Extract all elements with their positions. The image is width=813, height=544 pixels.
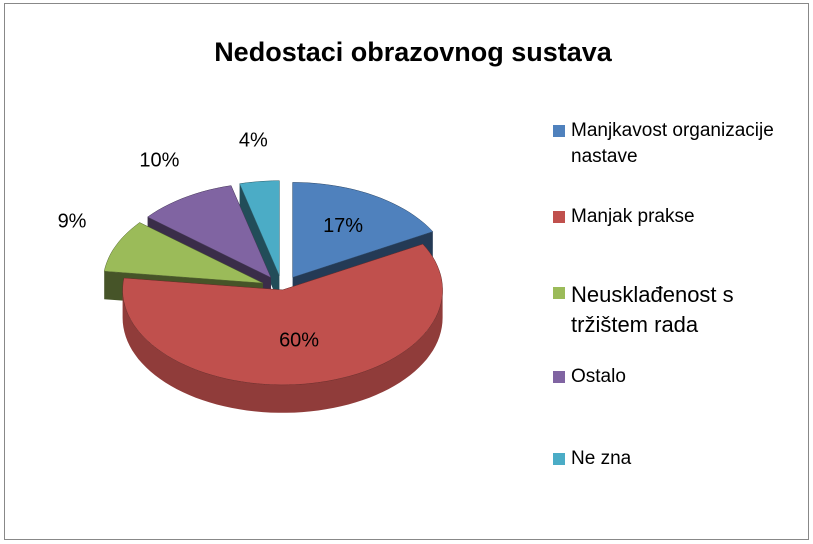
legend-item: Manjkavost organizacije nastave <box>553 118 799 170</box>
legend-label: Manjkavost organizacije nastave <box>571 120 774 167</box>
slice-side <box>122 289 443 413</box>
legend-label: Neusklađenost s tržištem rada <box>571 282 734 337</box>
legend-item: Manjak prakse <box>553 204 695 230</box>
legend-swatch <box>553 453 565 465</box>
slice <box>147 185 272 279</box>
data-label: 60% <box>279 329 319 351</box>
legend-swatch <box>553 287 565 299</box>
data-label: 10% <box>139 150 179 172</box>
data-label: 4% <box>239 130 268 152</box>
data-label: 17% <box>323 215 363 237</box>
legend-label: Manjak prakse <box>571 206 695 227</box>
legend-swatch <box>553 371 565 383</box>
legend-swatch <box>553 211 565 223</box>
legend-item: Neusklađenost s tržištem rada <box>553 280 799 340</box>
slice-group <box>122 243 443 413</box>
legend-swatch <box>553 125 565 137</box>
legend-item: Ostalo <box>553 364 626 390</box>
slice <box>103 222 264 284</box>
chart-title: Nedostaci obrazovnog sustava <box>214 37 613 67</box>
slice <box>292 182 434 278</box>
legend-label: Ostalo <box>571 366 626 387</box>
slice <box>122 243 443 386</box>
slice <box>239 180 280 276</box>
legend-item: Ne zna <box>553 446 631 472</box>
legend-label: Ne zna <box>571 448 632 469</box>
data-label: 9% <box>58 210 87 232</box>
